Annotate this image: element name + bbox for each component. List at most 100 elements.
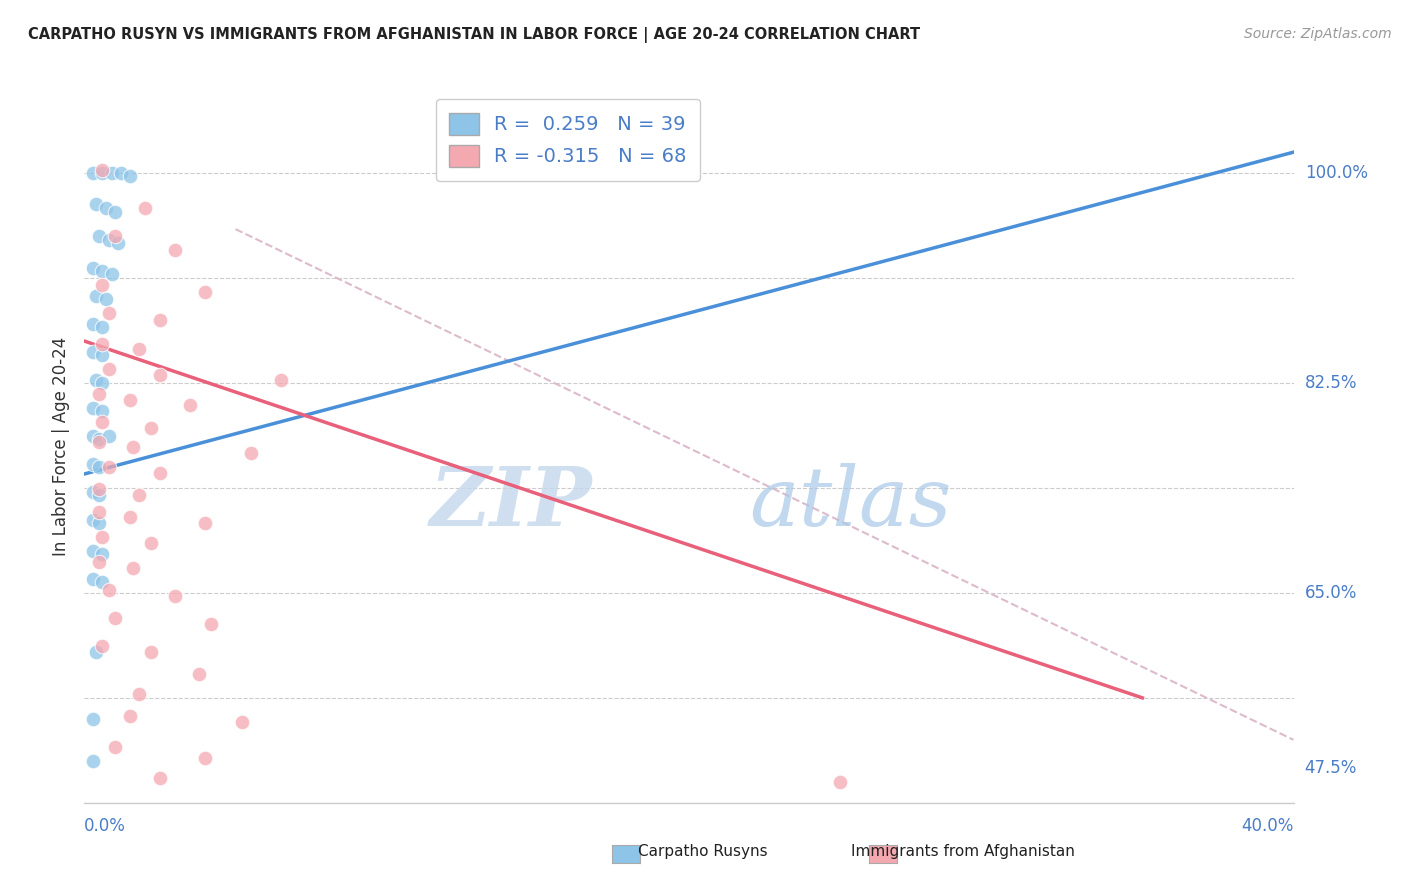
Point <box>91 336 114 351</box>
Point <box>100 267 122 281</box>
Point <box>82 485 104 500</box>
Point <box>107 236 129 251</box>
Point <box>91 547 114 561</box>
Text: atlas: atlas <box>749 463 952 543</box>
Point <box>82 429 104 443</box>
Legend: R =  0.259   N = 39, R = -0.315   N = 68: R = 0.259 N = 39, R = -0.315 N = 68 <box>436 99 700 181</box>
Point <box>86 373 108 387</box>
Text: 0.0%: 0.0% <box>84 817 127 835</box>
Point <box>97 306 120 320</box>
Point <box>118 392 141 407</box>
Point <box>82 401 104 416</box>
Point <box>82 544 104 558</box>
Text: Immigrants from Afghanistan: Immigrants from Afghanistan <box>851 845 1076 859</box>
Text: 47.5%: 47.5% <box>1305 759 1357 777</box>
Point <box>239 446 262 460</box>
Point <box>194 516 217 530</box>
Point <box>270 373 292 387</box>
Point <box>100 166 122 180</box>
Point <box>82 513 104 527</box>
Point <box>82 754 104 768</box>
Point <box>94 292 117 306</box>
Text: 100.0%: 100.0% <box>1305 164 1368 182</box>
Point <box>82 572 104 586</box>
Point <box>97 233 120 247</box>
Point <box>91 639 114 653</box>
Point <box>86 197 108 211</box>
Point <box>91 574 114 589</box>
Point <box>121 441 143 455</box>
Point <box>149 466 172 480</box>
Point <box>200 616 222 631</box>
Point <box>91 530 114 544</box>
Point <box>82 345 104 359</box>
Text: Source: ZipAtlas.com: Source: ZipAtlas.com <box>1244 27 1392 41</box>
Point <box>139 645 162 659</box>
Text: 40.0%: 40.0% <box>1241 817 1294 835</box>
Point <box>82 318 104 332</box>
Point <box>149 771 172 785</box>
Text: Carpatho Rusyns: Carpatho Rusyns <box>638 845 768 859</box>
Point <box>91 376 114 390</box>
Point <box>118 169 141 183</box>
Text: ZIP: ZIP <box>430 463 592 543</box>
Point <box>163 243 186 257</box>
Point <box>194 751 217 765</box>
Point <box>89 505 111 519</box>
Point <box>179 399 201 413</box>
Point <box>89 229 111 244</box>
Point <box>97 583 120 598</box>
Point <box>104 611 127 625</box>
Point <box>91 348 114 362</box>
Point <box>89 460 111 475</box>
Point <box>830 774 852 789</box>
Point <box>91 163 114 178</box>
Point <box>188 667 211 681</box>
Point <box>194 285 217 299</box>
Point <box>97 460 120 475</box>
Point <box>89 555 111 569</box>
Point <box>82 166 104 180</box>
Point <box>89 483 111 497</box>
Y-axis label: In Labor Force | Age 20-24: In Labor Force | Age 20-24 <box>52 336 70 556</box>
Point <box>134 201 156 215</box>
Point <box>104 739 127 754</box>
Point <box>82 712 104 726</box>
Text: 65.0%: 65.0% <box>1305 584 1357 602</box>
Point <box>86 289 108 303</box>
Point <box>128 687 150 701</box>
Point <box>94 201 117 215</box>
Point <box>82 457 104 471</box>
Text: 82.5%: 82.5% <box>1305 374 1357 392</box>
Point <box>91 320 114 334</box>
Point <box>91 264 114 278</box>
Point <box>139 535 162 549</box>
Point <box>97 362 120 376</box>
Point <box>89 488 111 502</box>
Point <box>149 313 172 327</box>
Point <box>97 429 120 443</box>
Point <box>118 709 141 723</box>
Point <box>128 343 150 357</box>
Point <box>91 415 114 429</box>
Point <box>89 387 111 401</box>
Text: CARPATHO RUSYN VS IMMIGRANTS FROM AFGHANISTAN IN LABOR FORCE | AGE 20-24 CORRELA: CARPATHO RUSYN VS IMMIGRANTS FROM AFGHAN… <box>28 27 921 43</box>
Point <box>118 510 141 524</box>
Point <box>91 404 114 418</box>
Point <box>149 368 172 382</box>
Point <box>89 434 111 449</box>
Point <box>231 714 253 729</box>
Point <box>89 432 111 446</box>
Point <box>91 166 114 180</box>
Point <box>82 261 104 276</box>
Point <box>163 589 186 603</box>
Point <box>139 421 162 435</box>
Point <box>89 516 111 530</box>
Point <box>110 166 132 180</box>
Point <box>128 488 150 502</box>
Point <box>104 229 127 244</box>
Point <box>121 560 143 574</box>
Point <box>91 278 114 293</box>
Point <box>86 645 108 659</box>
Point <box>104 205 127 219</box>
